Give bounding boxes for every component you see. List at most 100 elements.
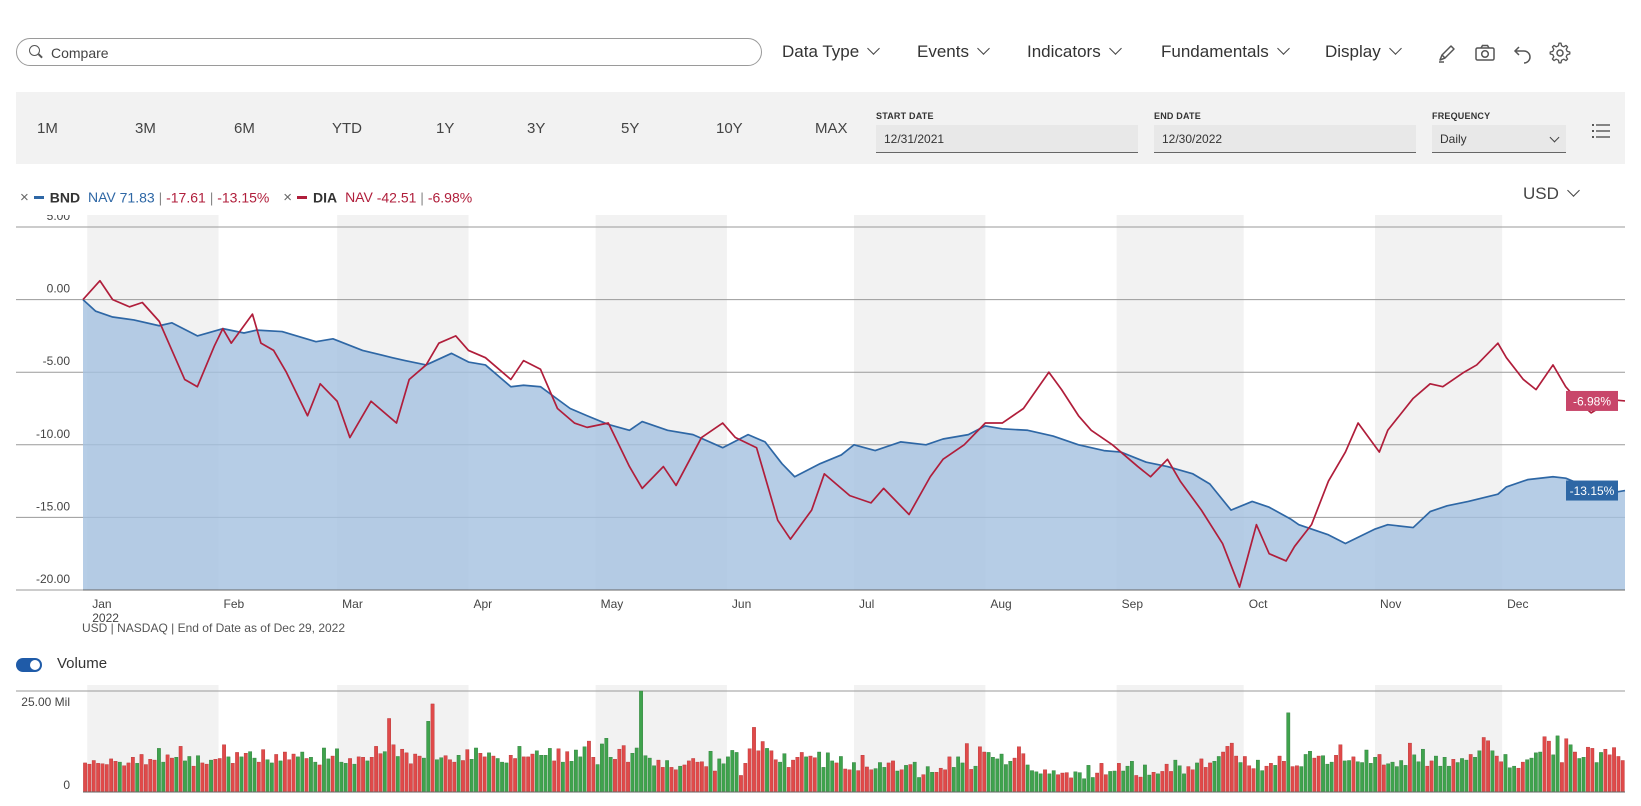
volume-bar (630, 753, 635, 793)
range-1m[interactable]: 1M (37, 120, 58, 137)
range-1y[interactable]: 1Y (436, 120, 455, 137)
volume-bar (117, 761, 122, 793)
volume-bar (578, 756, 583, 793)
volume-chart[interactable]: 25.00 Mil 0 (0, 685, 1641, 796)
volume-bar (773, 759, 778, 793)
y-tick-label: 5.00 (47, 215, 71, 223)
volume-bar (1355, 761, 1360, 793)
volume-bar (1477, 750, 1482, 793)
range-3m[interactable]: 3M (135, 120, 156, 137)
volume-bar (617, 748, 622, 793)
volume-bar (426, 721, 431, 793)
volume-bar (1473, 757, 1477, 793)
volume-bar (717, 758, 722, 793)
remove-bnd-icon[interactable]: × (20, 188, 29, 206)
volume-bar (96, 763, 100, 793)
pencil-icon[interactable] (1436, 42, 1458, 64)
range-10y[interactable]: 10Y (716, 120, 743, 137)
volume-bar (1312, 757, 1317, 793)
volume-bar (1512, 765, 1517, 793)
list-icon[interactable] (1592, 123, 1610, 139)
volume-bar (1347, 760, 1351, 793)
x-tick-label: Jul (859, 597, 874, 611)
gear-icon[interactable] (1549, 42, 1571, 64)
volume-bar (191, 765, 196, 793)
currency-select[interactable]: USD (1523, 184, 1580, 204)
volume-bar (756, 750, 761, 793)
volume-bar (1038, 773, 1043, 793)
volume-bar (382, 751, 387, 793)
start-date-label: START DATE (876, 111, 934, 121)
volume-bar (1199, 758, 1204, 793)
volume-bar (812, 757, 817, 793)
range-ytd[interactable]: YTD (332, 120, 362, 137)
volume-bar (1447, 765, 1451, 793)
range-3y[interactable]: 3Y (527, 120, 546, 137)
volume-bar (400, 748, 405, 793)
volume-bar (369, 757, 374, 793)
volume-bar (1064, 772, 1069, 793)
volume-bar (956, 756, 961, 793)
compare-search[interactable] (16, 38, 762, 66)
camera-icon[interactable] (1474, 42, 1496, 64)
volume-bar (1073, 771, 1078, 793)
volume-bar (665, 760, 669, 793)
volume-bar (408, 763, 413, 793)
menu-events[interactable]: Events (917, 42, 990, 62)
volume-bar (1112, 770, 1117, 793)
compare-input[interactable] (49, 42, 743, 64)
volume-bar (686, 760, 691, 793)
volume-bar (565, 751, 570, 793)
y-tick-label: -20.00 (36, 572, 70, 586)
volume-bar (361, 757, 365, 793)
volume-bar (713, 770, 717, 793)
volume-bar (938, 767, 943, 793)
chevron-down-icon (1567, 184, 1580, 197)
range-max[interactable]: MAX (815, 120, 848, 137)
dia-metric: NAV (345, 189, 373, 206)
volume-bar (469, 759, 474, 793)
range-5y[interactable]: 5Y (621, 120, 640, 137)
volume-bar (765, 748, 769, 793)
x-tick-label: Nov (1380, 597, 1401, 611)
volume-bar (226, 756, 231, 793)
menu-display[interactable]: Display (1325, 42, 1402, 62)
frequency-select[interactable]: Daily (1432, 125, 1566, 153)
volume-bar (213, 759, 218, 793)
range-6m[interactable]: 6M (234, 120, 255, 137)
volume-toggle[interactable] (16, 658, 42, 672)
volume-bar (795, 757, 800, 793)
menu-fundamentals[interactable]: Fundamentals (1161, 42, 1290, 62)
volume-bar (230, 763, 235, 793)
volume-bar (1325, 763, 1330, 793)
volume-bar (1134, 775, 1139, 793)
end-date-field[interactable]: 12/30/2022 (1154, 125, 1416, 153)
volume-bar (261, 749, 266, 793)
volume-bar (930, 772, 934, 793)
undo-icon[interactable] (1512, 42, 1534, 64)
volume-bar (1316, 755, 1321, 793)
volume-bar (161, 761, 166, 793)
menu-data-type[interactable]: Data Type (782, 42, 881, 62)
volume-bar (1299, 766, 1304, 793)
volume-bar (317, 764, 322, 793)
menu-indicators[interactable]: Indicators (1027, 42, 1122, 62)
volume-bar (1234, 755, 1239, 793)
data-source-note: USD | NASDAQ | End of Date as of Dec 29,… (82, 621, 346, 635)
x-tick-label: Mar (342, 597, 363, 611)
volume-bar (530, 753, 535, 793)
volume-bar (1012, 757, 1017, 793)
volume-bar (335, 748, 339, 793)
volume-bar (591, 757, 596, 793)
volume-bar (1295, 765, 1299, 793)
bnd-end-label-bg (1566, 480, 1618, 501)
volume-bar (786, 767, 791, 793)
volume-bar (1255, 759, 1260, 793)
remove-dia-icon[interactable]: × (283, 188, 293, 206)
start-date-field[interactable]: 12/31/2021 (876, 125, 1138, 153)
volume-bar (1612, 747, 1616, 793)
volume-bar (157, 748, 161, 793)
volume-bar (1321, 755, 1325, 793)
volume-bar (1390, 761, 1395, 793)
